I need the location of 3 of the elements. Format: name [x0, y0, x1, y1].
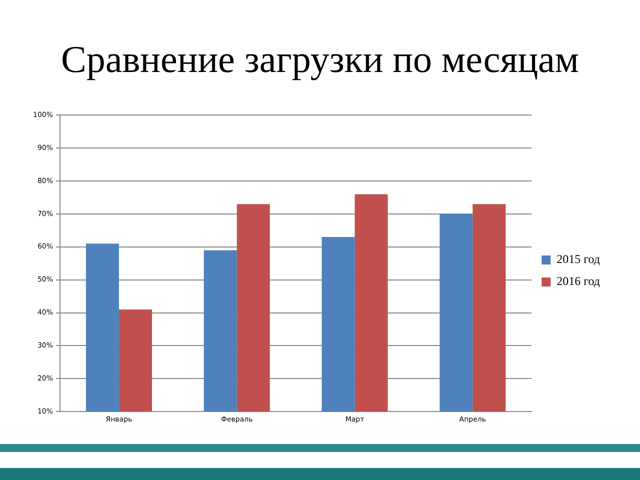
legend-label: 2015 год: [556, 252, 600, 266]
chart-title: Сравнение загрузки по месяцам: [60, 38, 580, 82]
legend-label: 2016 год: [556, 274, 600, 288]
